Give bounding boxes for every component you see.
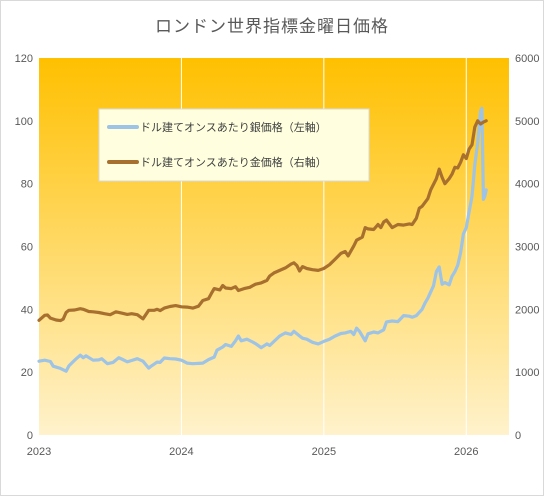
legend: ドル建てオンスあたり銀価格（左軸） ドル建てオンスあたり金価格（右軸） — [98, 108, 370, 182]
y-left-tick-label-40: 40 — [21, 304, 33, 316]
gold-price-line — [37, 119, 488, 323]
y-right-tick-label-4000: 4000 — [515, 179, 539, 191]
y-right-tick-label-0: 0 — [515, 430, 521, 442]
legend-label-silver: ドル建てオンスあたり銀価格（左軸） — [140, 120, 327, 134]
silver-price-line — [37, 106, 488, 373]
series-lines — [37, 106, 488, 373]
y-left-tick-label-80: 80 — [21, 179, 33, 191]
y-right-tick-label-1000: 1000 — [515, 367, 539, 379]
y-left-tick-label-20: 20 — [21, 367, 33, 379]
y-right-tick-label-2000: 2000 — [515, 304, 539, 316]
x-tick-label-2023: 2023 — [27, 446, 51, 458]
y-right-tick-label-3000: 3000 — [515, 242, 539, 254]
y-left-tick-label-0: 0 — [27, 430, 33, 442]
legend-box — [98, 108, 370, 182]
y-left-tick-label-60: 60 — [21, 242, 33, 254]
x-tick-label-2025: 2025 — [312, 446, 336, 458]
y-right-tick-label-6000: 6000 — [515, 53, 539, 65]
x-tick-label-2024: 2024 — [169, 446, 193, 458]
x-tick-label-2026: 2026 — [454, 446, 478, 458]
y-left-tick-label-120: 120 — [15, 53, 33, 65]
y-left-tick-label-100: 100 — [15, 116, 33, 128]
y-right-tick-label-5000: 5000 — [515, 116, 539, 128]
chart-title: ロンドン世界指標金曜日価格 — [155, 17, 389, 37]
legend-label-gold: ドル建てオンスあたり金価格（右軸） — [140, 155, 327, 169]
axes: 2023 2024 2025 2026 0 20 40 60 80 100 120 0 1000 2000… — [15, 53, 540, 458]
